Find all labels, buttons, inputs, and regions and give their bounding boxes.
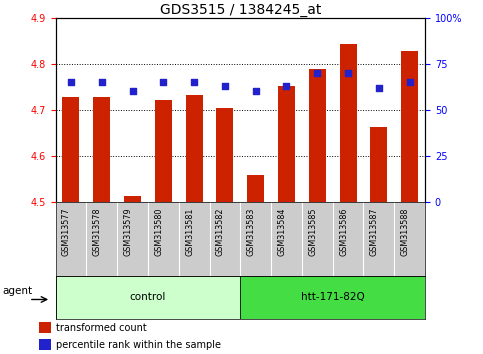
Bar xyxy=(39,322,51,333)
Text: transformed count: transformed count xyxy=(56,323,146,333)
Point xyxy=(159,79,167,85)
Point xyxy=(406,79,413,85)
Text: GSM313587: GSM313587 xyxy=(370,208,379,256)
Bar xyxy=(401,51,418,202)
Point xyxy=(128,88,136,94)
Text: GSM313585: GSM313585 xyxy=(308,208,317,256)
Point xyxy=(67,79,75,85)
Bar xyxy=(62,97,79,202)
Bar xyxy=(247,175,264,202)
Text: control: control xyxy=(130,292,166,302)
Bar xyxy=(240,276,425,319)
Text: GSM313580: GSM313580 xyxy=(154,208,163,256)
Text: GSM313583: GSM313583 xyxy=(247,208,256,256)
Bar xyxy=(309,69,326,202)
Point xyxy=(375,85,383,91)
Bar xyxy=(93,97,110,202)
Text: GSM313577: GSM313577 xyxy=(62,208,71,256)
Point xyxy=(313,70,321,76)
Bar xyxy=(216,108,233,202)
Bar xyxy=(56,276,241,319)
Point xyxy=(221,83,229,88)
Point xyxy=(283,83,290,88)
Text: GSM313584: GSM313584 xyxy=(277,208,286,256)
Bar xyxy=(370,127,387,202)
Point xyxy=(98,79,106,85)
Bar xyxy=(155,100,172,202)
Bar xyxy=(39,339,51,350)
Text: GSM313588: GSM313588 xyxy=(400,208,410,256)
Text: agent: agent xyxy=(3,286,33,296)
Text: percentile rank within the sample: percentile rank within the sample xyxy=(56,340,221,350)
Text: GSM313586: GSM313586 xyxy=(339,208,348,256)
Bar xyxy=(278,86,295,202)
Bar xyxy=(124,196,141,202)
Bar xyxy=(340,44,356,202)
Text: GSM313582: GSM313582 xyxy=(216,208,225,256)
Point xyxy=(252,88,259,94)
Point xyxy=(190,79,198,85)
Text: GSM313579: GSM313579 xyxy=(124,208,132,256)
Text: GSM313581: GSM313581 xyxy=(185,208,194,256)
Point xyxy=(344,70,352,76)
Title: GDS3515 / 1384245_at: GDS3515 / 1384245_at xyxy=(159,3,321,17)
Text: htt-171-82Q: htt-171-82Q xyxy=(301,292,365,302)
Text: GSM313578: GSM313578 xyxy=(93,208,102,256)
Bar xyxy=(185,96,202,202)
